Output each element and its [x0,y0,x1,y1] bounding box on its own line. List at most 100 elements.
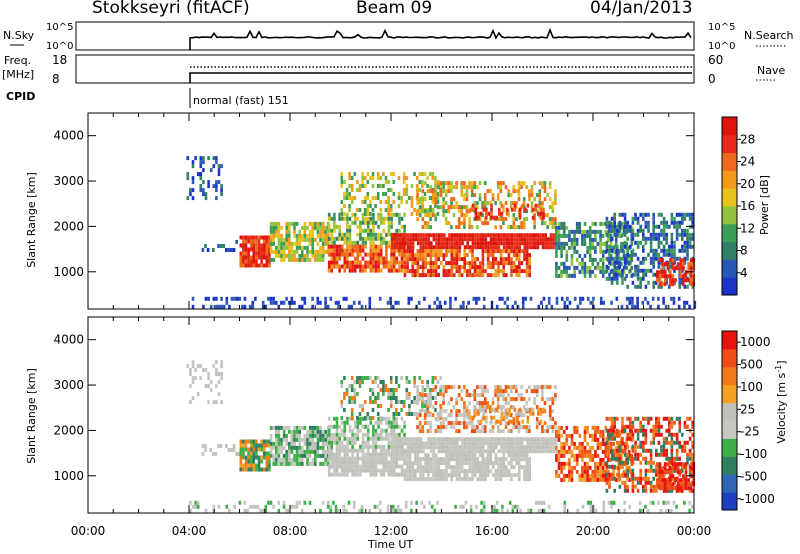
heatmap-cell [447,453,451,458]
heatmap-cell [327,224,331,229]
heatmap-cell [528,265,531,270]
heatmap-cell [678,444,681,449]
heatmap-cell [382,436,386,441]
heatmap-cell [490,415,493,420]
heatmap-cell [509,193,513,198]
heatmap-cell [416,389,419,394]
heatmap-cell [444,389,448,394]
heatmap-cell [466,457,469,462]
heatmap-cell [644,236,648,241]
heatmap-cell [570,273,574,278]
heatmap-cell [649,448,653,453]
heatmap-cell [520,465,524,470]
heatmap-cell [429,457,433,462]
heatmap-cell [369,452,373,457]
heatmap-cell [647,224,650,229]
heatmap-cell [233,296,236,301]
heatmap-cell [655,248,658,253]
heatmap-cell [460,421,464,426]
heatmap-cell [440,457,443,462]
heatmap-cell [499,225,503,230]
heatmap-cell [670,468,674,473]
heatmap-cell [613,232,616,237]
heatmap-cell [426,385,430,390]
heatmap-cell [608,480,611,485]
heatmap-cell [492,445,495,450]
heatmap-cell [436,212,440,216]
heatmap-cell [424,421,427,426]
heatmap-cell [343,396,346,400]
heatmap-cell [379,460,383,465]
heatmap-cell [498,296,502,301]
heatmap-cell [424,225,427,230]
heatmap-cell [528,189,531,194]
heatmap-cell [372,236,375,241]
heatmap-cell [419,469,422,474]
heatmap-cell [629,428,632,433]
heatmap-cell [616,228,619,233]
heatmap-cell [363,208,367,212]
heatmap-cell [418,376,422,380]
heatmap-cell [657,260,661,265]
heatmap-cell [461,241,464,246]
heatmap-cell [353,256,357,261]
heatmap-cell [570,241,574,246]
heatmap-cell [440,441,443,446]
heatmap-cell [421,249,425,254]
heatmap-cell [257,235,261,240]
heatmap-cell [647,468,650,473]
heatmap-cell [460,189,464,194]
heatmap-cell [505,445,508,450]
heatmap-cell [474,207,478,212]
heatmap-cell [455,265,459,270]
heatmap-cell [390,452,393,457]
heatmap-cell [479,453,482,458]
heatmap-cell [298,437,301,442]
heatmap-cell [515,385,518,390]
heatmap-cell [340,456,344,461]
heatmap-cell [455,249,459,254]
heatmap-cell [199,164,203,169]
heatmap-cell [290,221,294,226]
heatmap-cell [575,461,579,466]
heatmap-cell [666,266,670,271]
heatmap-cell [541,437,545,442]
heatmap-cell [395,376,398,380]
heatmap-cell [327,236,331,241]
heatmap-cell [359,236,362,241]
heatmap-cell [397,300,400,305]
heatmap-cell [395,396,398,400]
heatmap-cell [528,441,532,446]
heatmap-cell [280,437,283,442]
heatmap-cell [204,296,208,301]
heatmap-cell [308,461,312,466]
heatmap-cell [455,401,458,406]
heatmap-cell [655,424,658,429]
heatmap-cell [588,273,592,278]
heatmap-cell [369,400,372,404]
heatmap-cell [277,241,281,246]
heatmap-cell [647,480,650,485]
heatmap-cell [646,300,650,305]
heatmap-cell [642,424,645,429]
heatmap-cell [512,457,516,462]
heatmap-cell [374,396,377,400]
heatmap-cell [288,225,291,230]
heatmap-cell [432,237,436,242]
heatmap-cell [406,449,410,454]
heatmap-cell [681,220,684,225]
heatmap-cell [343,452,347,457]
heatmap-cell [452,425,456,430]
heatmap-cell [512,213,516,218]
heatmap-cell [351,268,354,273]
heatmap-cell [387,468,391,473]
heatmap-cell [621,424,624,429]
heatmap-cell [275,221,278,226]
heatmap-cell [413,384,416,388]
heatmap-cell [581,477,584,482]
heatmap-cell [416,217,419,222]
heatmap-cell [377,460,380,465]
heatmap-cell [340,180,344,184]
heatmap-cell [374,428,378,433]
heatmap-cell [660,448,663,453]
